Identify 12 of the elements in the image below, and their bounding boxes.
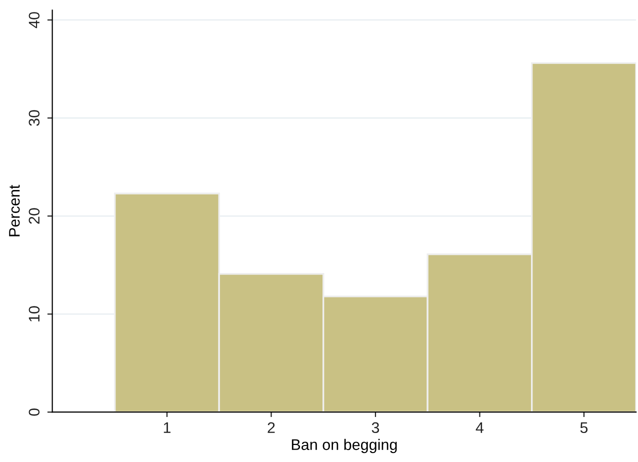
y-tick-label: 30 [28, 110, 40, 126]
y-tick-label: 0 [28, 408, 40, 416]
x-tick-label: 3 [372, 422, 380, 434]
x-tick-label: 4 [476, 422, 484, 433]
y-tick-label: 40 [28, 12, 40, 28]
y-tick-label: 10 [28, 306, 40, 322]
y-axis-title: Percent [9, 184, 20, 236]
x-tick-label: 2 [268, 422, 275, 433]
x-tick-label: 5 [580, 422, 588, 434]
x-axis-title: Ban on begging [292, 438, 397, 454]
y-tick-label: 20 [28, 208, 40, 224]
x-tick-label: 1 [164, 422, 170, 433]
